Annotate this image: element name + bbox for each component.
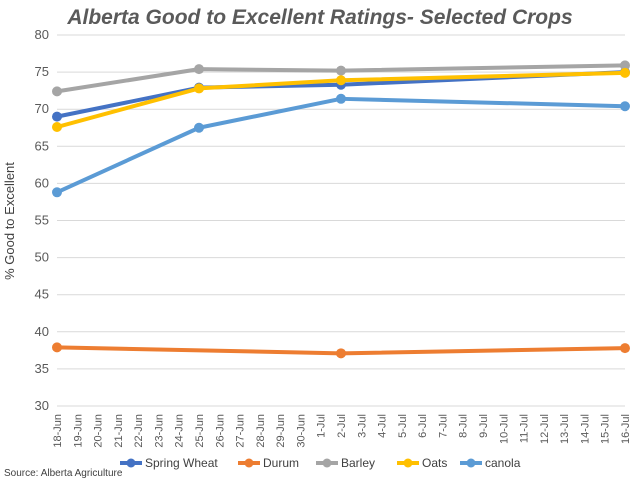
y-tick-label: 55	[35, 213, 49, 228]
y-tick-label: 70	[35, 101, 49, 116]
legend: Spring Wheat Durum Barley Oats canola	[120, 456, 521, 470]
series-lines	[52, 60, 630, 359]
y-tick-label: 75	[35, 64, 49, 79]
data-point	[336, 65, 346, 76]
legend-item-oats: Oats	[397, 456, 447, 470]
x-tick-label: 28-Jun	[255, 414, 267, 448]
data-point	[52, 122, 62, 133]
x-tick-label: 10-Jul	[498, 414, 510, 444]
series-durum	[52, 342, 630, 359]
legend-marker	[126, 458, 136, 468]
data-point	[194, 122, 204, 133]
x-axis-ticks: 18-Jun 19-Jun 20-Jun 21-Jun 22-Jun 23-Jun 24-J…	[52, 414, 632, 448]
data-point	[336, 75, 346, 86]
x-tick-label: 6-Jul	[417, 414, 429, 438]
legend-item-spring-wheat: Spring Wheat	[120, 456, 218, 470]
y-tick-label: 60	[35, 175, 49, 190]
x-tick-label: 29-Jun	[275, 414, 287, 448]
x-tick-label: 1-Jul	[316, 414, 328, 438]
y-tick-label: 40	[35, 324, 49, 339]
y-tick-label: 65	[35, 138, 49, 153]
x-tick-label: 24-Jun	[174, 414, 186, 448]
y-tick-label: 30	[35, 398, 49, 413]
x-tick-label: 23-Jun	[153, 414, 165, 448]
x-tick-label: 21-Jun	[113, 414, 125, 448]
series-barley	[52, 60, 630, 97]
x-tick-label: 12-Jul	[539, 414, 551, 444]
legend-label: Durum	[263, 456, 299, 470]
data-point	[194, 83, 204, 94]
x-tick-label: 14-Jul	[579, 414, 591, 444]
data-point	[52, 111, 62, 122]
x-tick-label: 30-Jun	[295, 414, 307, 448]
y-tick-label: 35	[35, 361, 49, 376]
legend-label: Spring Wheat	[145, 456, 218, 470]
legend-marker	[322, 458, 332, 468]
x-tick-label: 2-Jul	[336, 414, 348, 438]
data-point	[336, 93, 346, 104]
x-tick-label: 22-Jun	[133, 414, 145, 448]
y-tick-label: 50	[35, 250, 49, 265]
legend-marker	[466, 458, 476, 468]
data-point	[336, 348, 346, 359]
legend-item-durum: Durum	[238, 456, 299, 470]
data-point	[194, 64, 204, 75]
series-line	[55, 96, 627, 195]
y-axis-ticks: 30 35 40 45 50 55 60 65 70 75 80	[35, 27, 49, 413]
x-tick-label: 19-Jun	[72, 414, 84, 448]
x-tick-label: 26-Jun	[214, 414, 226, 448]
x-tick-label: 25-Jun	[194, 414, 206, 448]
series-line	[55, 70, 627, 130]
source-label: Source: Alberta Agriculture	[4, 468, 123, 479]
x-tick-label: 3-Jul	[356, 414, 368, 438]
x-tick-label: 5-Jul	[397, 414, 409, 438]
data-point	[52, 187, 62, 198]
legend-item-barley: Barley	[316, 456, 375, 470]
data-point	[620, 343, 630, 354]
legend-label: Barley	[341, 456, 375, 470]
legend-label: Oats	[422, 456, 447, 470]
legend-marker	[403, 458, 413, 468]
x-tick-label: 11-Jul	[519, 414, 531, 443]
data-point	[52, 342, 62, 353]
series-line	[55, 63, 627, 94]
legend-item-canola: canola	[460, 456, 521, 470]
x-tick-label: 18-Jun	[52, 414, 64, 448]
x-tick-label: 27-Jun	[235, 414, 247, 448]
gridlines	[57, 34, 625, 407]
data-point	[620, 67, 630, 78]
x-tick-label: 16-Jul	[620, 414, 632, 444]
y-tick-label: 45	[35, 287, 49, 302]
x-tick-label: 4-Jul	[377, 414, 389, 438]
x-tick-label: 7-Jul	[437, 414, 449, 438]
series-canola	[52, 93, 630, 198]
y-axis-label: % Good to Excellent	[2, 162, 17, 280]
y-tick-label: 80	[35, 27, 49, 42]
x-tick-label: 20-Jun	[93, 414, 105, 448]
data-point	[620, 60, 630, 71]
data-point	[52, 86, 62, 97]
x-tick-label: 15-Jul	[600, 414, 612, 444]
x-tick-label: 13-Jul	[559, 414, 571, 444]
legend-label: canola	[485, 456, 521, 470]
data-point	[620, 101, 630, 112]
chart-title: Alberta Good to Excellent Ratings- Selec…	[66, 6, 572, 29]
legend-marker	[244, 458, 254, 468]
x-tick-label: 9-Jul	[478, 414, 490, 438]
series-oats	[52, 67, 630, 133]
x-tick-label: 8-Jul	[458, 414, 470, 438]
